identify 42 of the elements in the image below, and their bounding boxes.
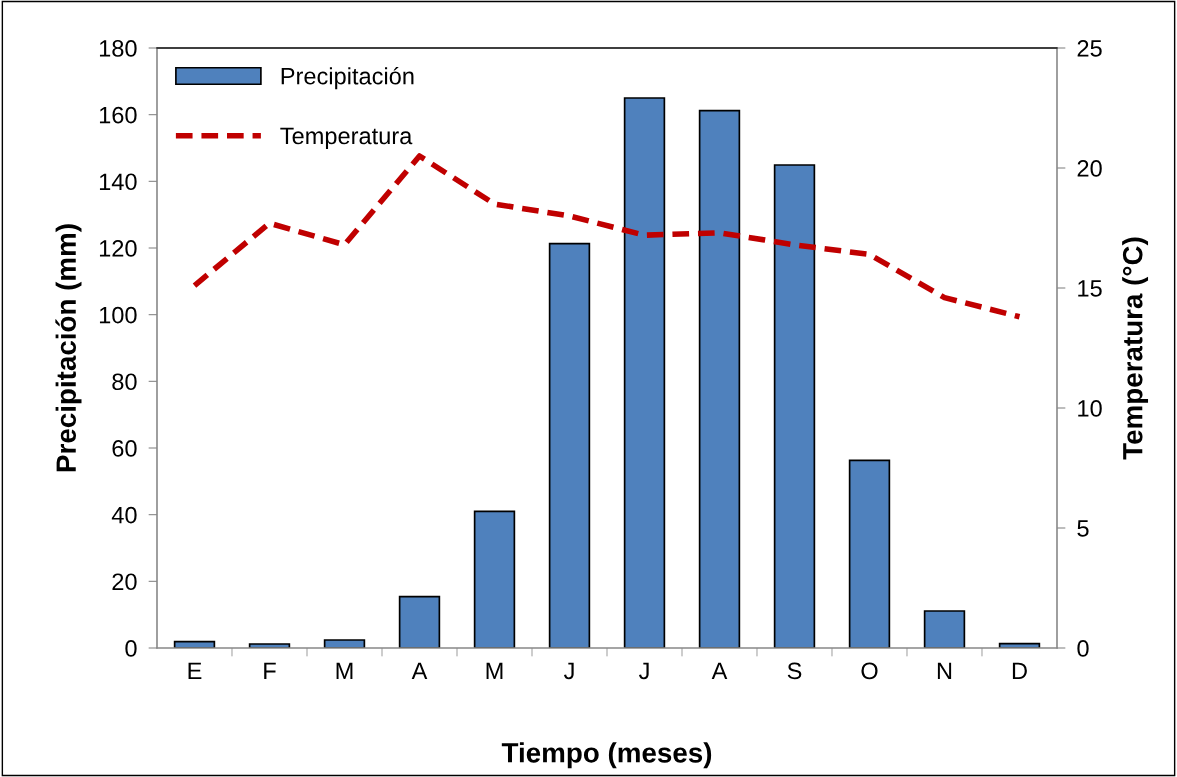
x-tick-label: F	[264, 662, 276, 679]
x-tick-label: M	[486, 662, 503, 679]
y2-tick-label: 25	[1077, 40, 1102, 57]
bar	[848, 459, 891, 648]
y2-axis-title: Temperatura (°C)	[1122, 237, 1149, 460]
x-tick-label: O	[861, 662, 878, 680]
bar	[923, 610, 966, 648]
y-tick-label: 180	[99, 40, 137, 57]
y-axis-title: Precipitación (mm)	[55, 224, 82, 472]
bar	[698, 109, 741, 648]
y-tick-label: 80	[112, 373, 137, 391]
x-tick-label: A	[411, 662, 428, 679]
y-tick-label: 60	[112, 440, 137, 457]
bar	[323, 639, 366, 648]
y2-tick-label: 10	[1078, 400, 1102, 417]
x-tick-label: A	[711, 662, 728, 679]
bar	[773, 164, 816, 648]
x-tick-label: N	[937, 662, 952, 679]
y-tick-label: 140	[99, 173, 137, 191]
x-tick-label: J	[563, 662, 574, 680]
y-tick-label: 160	[99, 106, 137, 124]
legend-label: Precipitación	[281, 66, 414, 90]
bar	[473, 510, 516, 648]
bar	[623, 97, 666, 648]
x-axis-title: Tiempo (meses)	[501, 742, 712, 769]
y-tick-label: 120	[99, 240, 137, 257]
x-tick-label: M	[336, 662, 353, 679]
x-tick-label: E	[188, 662, 202, 679]
y2-tick-label: 15	[1078, 280, 1102, 297]
x-tick-label: J	[638, 662, 649, 680]
y-tick-label: 20	[112, 573, 137, 591]
legend-label: Temperatura	[280, 127, 413, 149]
y-tick-label: 40	[111, 506, 137, 524]
y2-tick-label: 5	[1077, 520, 1089, 537]
x-tick-label: S	[787, 662, 802, 680]
y2-tick-label: 0	[1077, 640, 1089, 657]
y2-tick-label: 20	[1077, 160, 1102, 177]
y-tick-label: 0	[125, 640, 137, 657]
bar	[398, 595, 441, 648]
bar	[548, 242, 591, 648]
x-tick-label: D	[1012, 662, 1027, 679]
y-tick-label: 100	[99, 306, 137, 324]
